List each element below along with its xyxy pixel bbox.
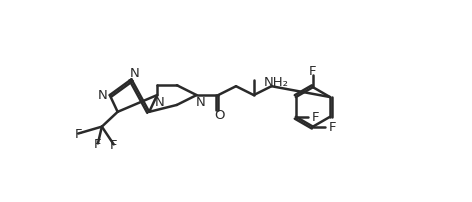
Text: F: F — [94, 137, 101, 150]
Text: F: F — [329, 121, 337, 134]
Text: NH₂: NH₂ — [264, 75, 288, 88]
Text: F: F — [309, 65, 317, 78]
Text: F: F — [312, 111, 320, 124]
Text: N: N — [195, 96, 205, 109]
Text: F: F — [110, 138, 118, 151]
Text: N: N — [155, 96, 165, 109]
Text: F: F — [75, 127, 82, 140]
Text: N: N — [98, 88, 108, 101]
Text: O: O — [214, 109, 225, 122]
Text: N: N — [129, 67, 139, 80]
